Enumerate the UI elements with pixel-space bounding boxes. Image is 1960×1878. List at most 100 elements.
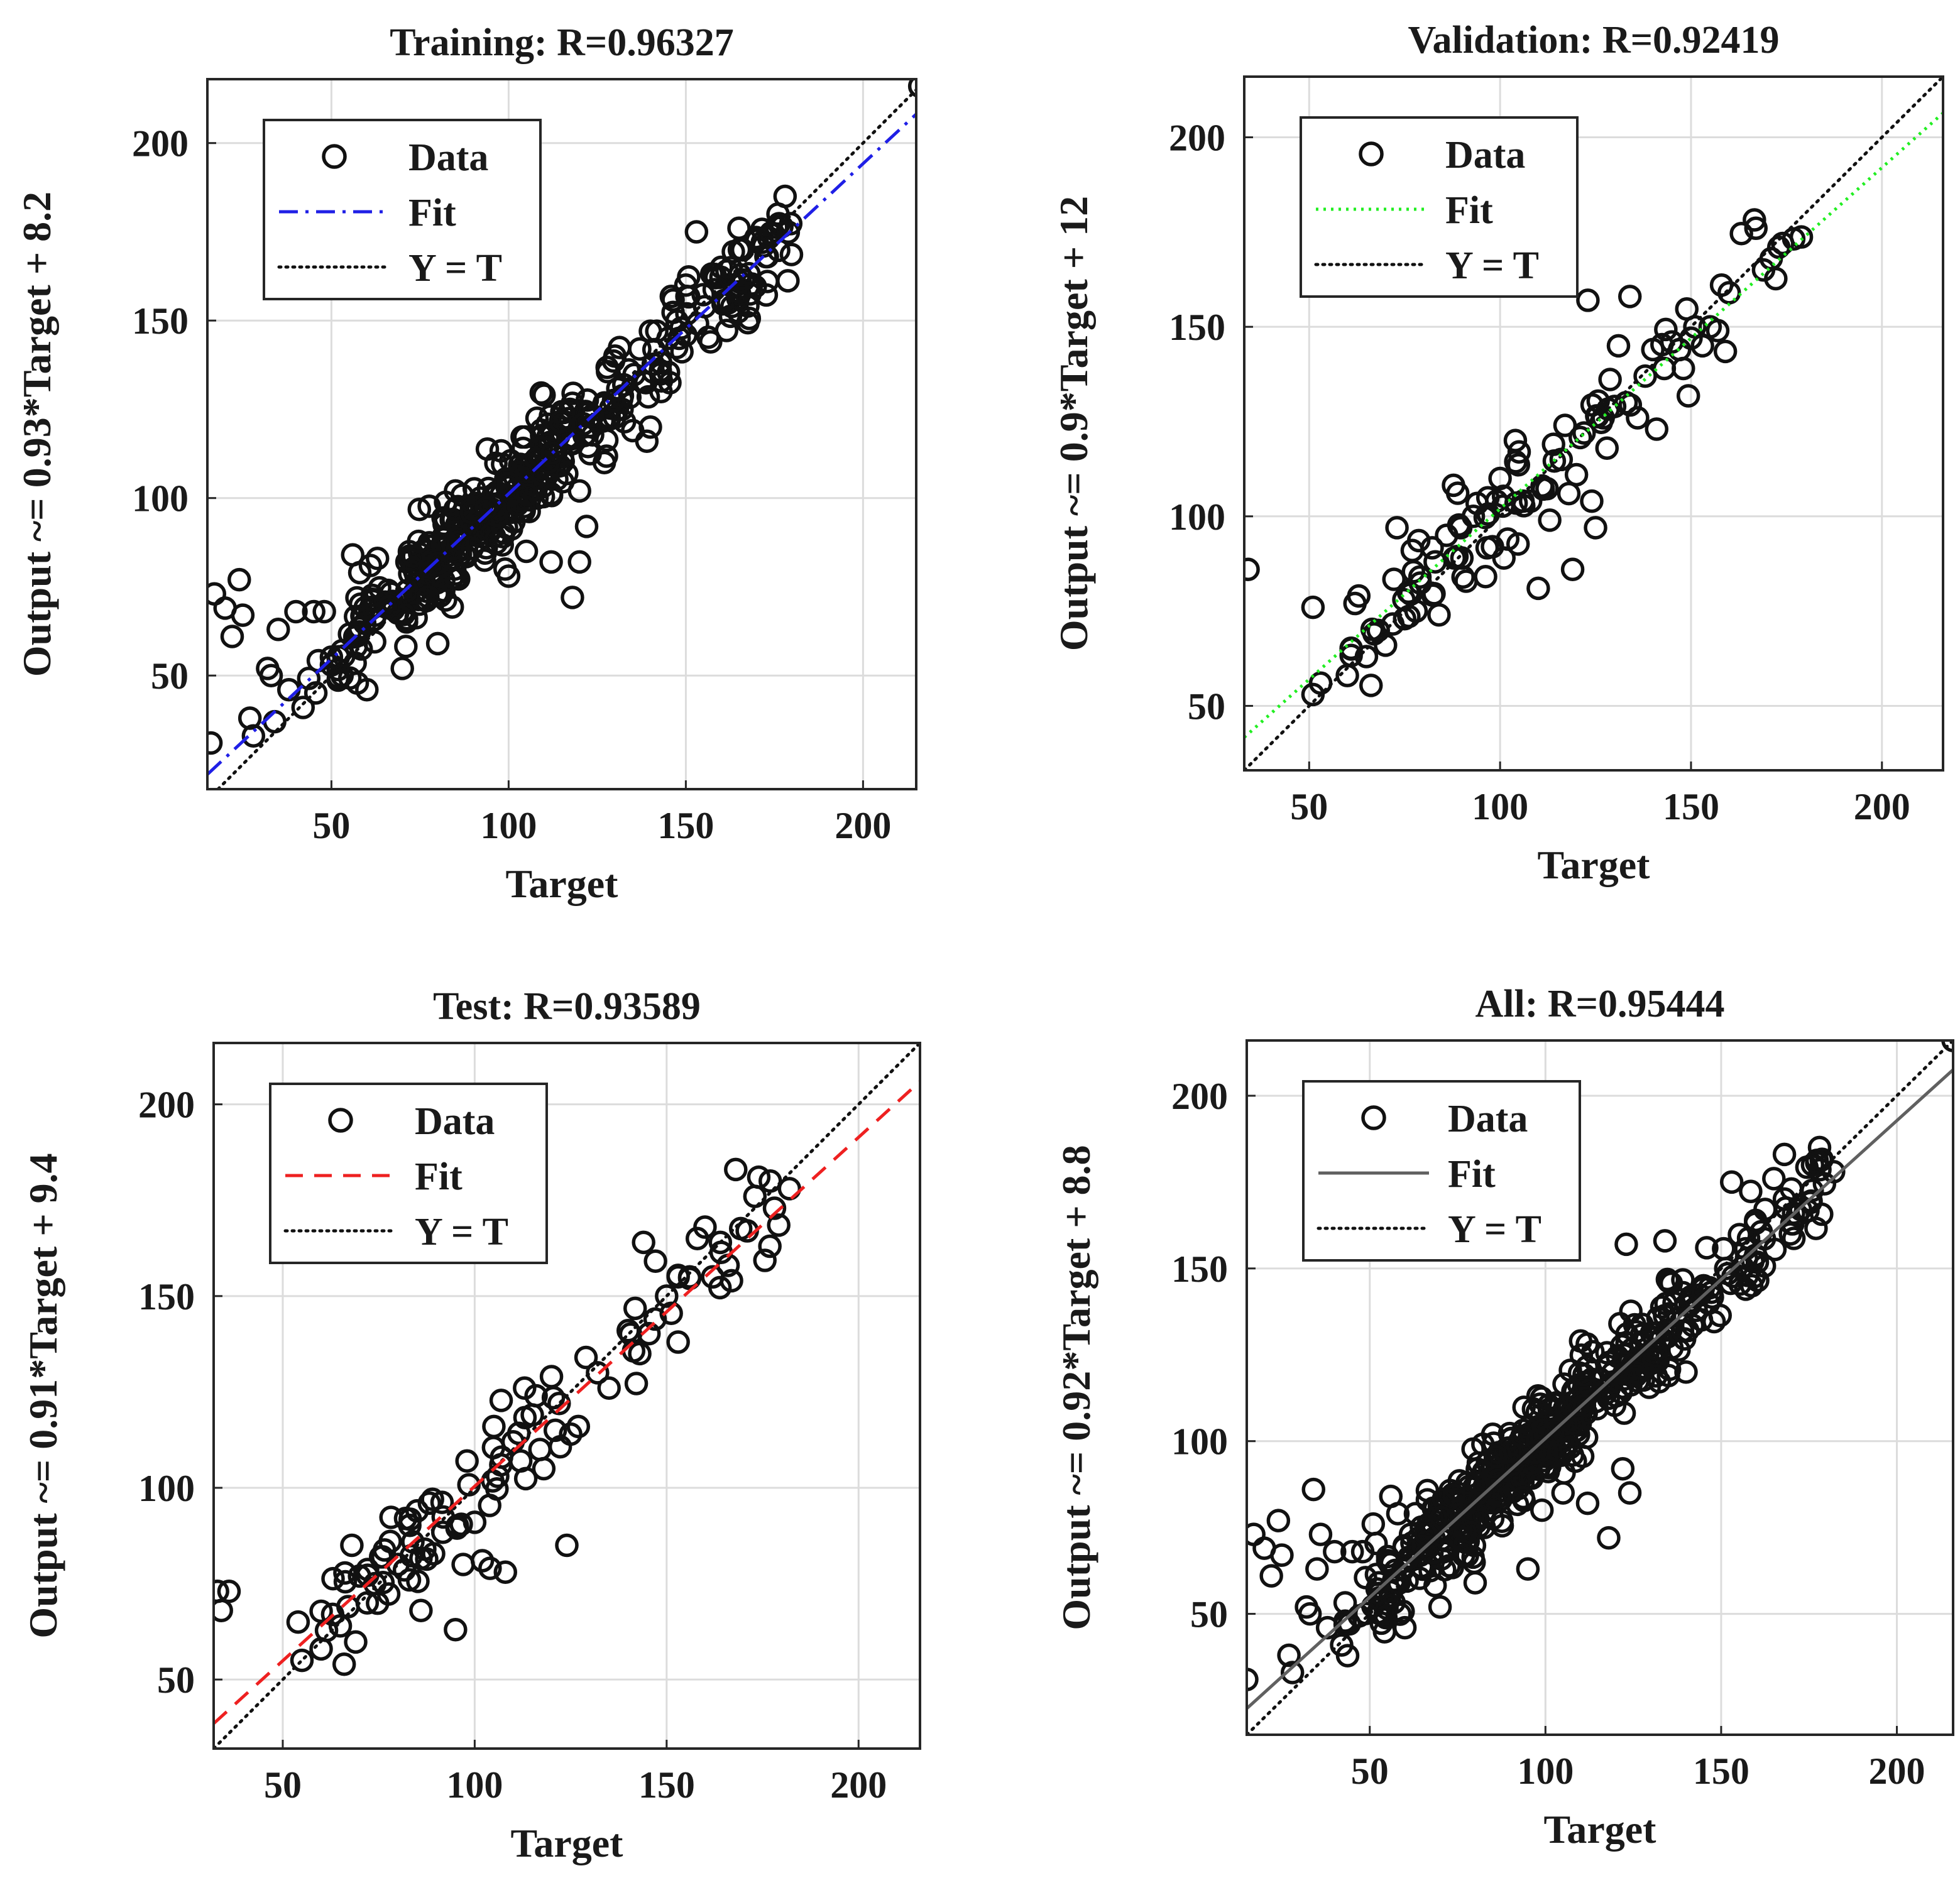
data-point bbox=[1305, 1557, 1329, 1581]
data-point bbox=[1812, 1172, 1837, 1196]
data-point bbox=[416, 585, 440, 609]
tick-label-x: 150 bbox=[1693, 1750, 1749, 1792]
tick-label-y: 150 bbox=[1169, 307, 1225, 348]
tick-label-x: 50 bbox=[1290, 786, 1328, 827]
data-point bbox=[1736, 1226, 1761, 1250]
data-point bbox=[543, 1418, 567, 1443]
data-point bbox=[1575, 1332, 1599, 1356]
data-point bbox=[1653, 1229, 1677, 1253]
legend-label: Data bbox=[408, 136, 488, 179]
data-point bbox=[666, 1330, 690, 1354]
data-point bbox=[1386, 1502, 1410, 1526]
data-point bbox=[1675, 297, 1699, 321]
legend-marker bbox=[1359, 141, 1384, 167]
data-point bbox=[1807, 1135, 1832, 1160]
fit-line bbox=[1247, 1068, 1953, 1710]
tick-label-x: 150 bbox=[638, 1764, 695, 1806]
data-point bbox=[342, 625, 367, 649]
data-point bbox=[1618, 393, 1643, 417]
y-axis-label: Output ~= 0.91*Target + 9.4 bbox=[21, 1153, 65, 1638]
data-markers bbox=[1247, 1040, 1953, 1691]
data-point bbox=[1506, 453, 1531, 477]
identity-line bbox=[216, 88, 916, 789]
tick-label-x: 100 bbox=[1472, 786, 1528, 827]
data-point bbox=[728, 1216, 753, 1241]
y-axis-label: Output ~= 0.93*Target + 8.2 bbox=[14, 192, 59, 677]
data-point bbox=[1789, 225, 1814, 249]
data-point bbox=[1674, 1293, 1698, 1317]
data-point bbox=[1572, 421, 1596, 445]
data-point bbox=[312, 599, 336, 624]
data-point bbox=[586, 1361, 610, 1385]
x-axis-label: Target bbox=[506, 861, 619, 906]
tick-label-y: 150 bbox=[1171, 1248, 1228, 1290]
data-point bbox=[539, 550, 563, 574]
data-point bbox=[1585, 1397, 1609, 1421]
legend-box bbox=[269, 1083, 548, 1264]
tick-label-x: 150 bbox=[657, 805, 714, 846]
data-point bbox=[333, 1570, 358, 1594]
tick-label-y: 50 bbox=[157, 1659, 195, 1701]
data-point bbox=[291, 696, 315, 719]
data-point bbox=[555, 1533, 579, 1558]
data-point bbox=[443, 497, 467, 521]
data-point bbox=[684, 220, 709, 244]
data-point bbox=[1597, 1526, 1621, 1550]
tick-label-y: 200 bbox=[132, 123, 189, 165]
data-point bbox=[1580, 489, 1604, 513]
data-point bbox=[489, 1389, 513, 1412]
y-axis-label: Output ~= 0.9*Target + 12 bbox=[1051, 196, 1096, 651]
data-point bbox=[470, 1549, 495, 1573]
data-point bbox=[574, 1345, 598, 1370]
data-point bbox=[1408, 571, 1432, 595]
data-point bbox=[1552, 1372, 1576, 1396]
data-point bbox=[302, 599, 326, 624]
tick-label-y: 50 bbox=[151, 655, 189, 697]
data-point bbox=[1413, 1522, 1438, 1546]
data-point bbox=[1719, 1170, 1744, 1194]
data-point bbox=[241, 724, 266, 748]
data-point bbox=[1644, 1364, 1668, 1388]
tick-label-y: 200 bbox=[138, 1084, 195, 1126]
data-point bbox=[321, 1566, 345, 1591]
data-point bbox=[1584, 516, 1607, 540]
data-point bbox=[493, 1560, 518, 1584]
data-point bbox=[373, 1538, 397, 1562]
data-point bbox=[1659, 1318, 1683, 1341]
data-point bbox=[358, 554, 383, 577]
data-point bbox=[491, 525, 515, 549]
data-point bbox=[417, 494, 441, 518]
data-point bbox=[1484, 489, 1509, 513]
data-point bbox=[567, 550, 591, 574]
legend-label: Y = T bbox=[415, 1211, 508, 1253]
chart-title: All: R=0.95444 bbox=[1475, 983, 1725, 1025]
identity-line bbox=[214, 1043, 920, 1749]
data-point bbox=[727, 280, 751, 304]
data-point bbox=[1541, 1421, 1565, 1444]
data-point bbox=[1764, 266, 1788, 291]
data-point bbox=[529, 381, 554, 405]
chart-title: Validation: R=0.92419 bbox=[1408, 19, 1779, 62]
data-point bbox=[417, 531, 441, 555]
data-point bbox=[460, 537, 485, 560]
data-point bbox=[624, 1372, 649, 1395]
data-point bbox=[1576, 288, 1600, 312]
data-point bbox=[1772, 1142, 1797, 1167]
fit-line bbox=[214, 1080, 920, 1725]
data-markers bbox=[214, 1157, 802, 1676]
data-point bbox=[1742, 1265, 1766, 1289]
data-point bbox=[430, 1490, 454, 1514]
data-point bbox=[1598, 368, 1622, 391]
data-point bbox=[1657, 1357, 1682, 1382]
data-point bbox=[1301, 595, 1325, 620]
data-point bbox=[1560, 557, 1585, 582]
panel-test: 50 100 150 200 50 100 150 200 Test: R=0.93589 Tar… bbox=[21, 985, 921, 1865]
data-point bbox=[1762, 1167, 1786, 1191]
data-point bbox=[366, 1591, 390, 1615]
data-point bbox=[1585, 404, 1609, 428]
data-point bbox=[284, 599, 308, 624]
tick-label-x: 50 bbox=[312, 805, 350, 846]
data-markers bbox=[1244, 208, 1814, 707]
data-point bbox=[693, 1215, 717, 1239]
data-point bbox=[754, 283, 779, 307]
